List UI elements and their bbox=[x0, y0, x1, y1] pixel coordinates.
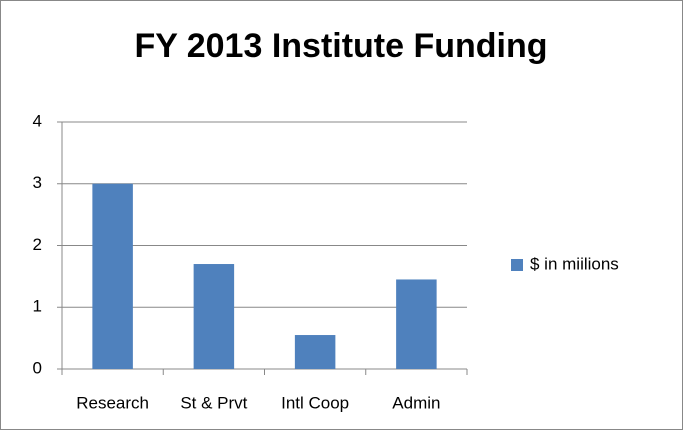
bar bbox=[294, 335, 336, 369]
y-tick-label: 0 bbox=[33, 358, 42, 377]
y-tick-label: 3 bbox=[33, 173, 42, 192]
chart-title: FY 2013 Institute Funding bbox=[134, 27, 547, 65]
y-tick-label: 2 bbox=[33, 235, 42, 254]
x-tick-label: Admin bbox=[392, 393, 440, 412]
bar bbox=[92, 183, 133, 369]
bar bbox=[396, 279, 437, 369]
y-tick-label: 1 bbox=[33, 297, 42, 316]
x-tick-label: Intl Coop bbox=[281, 393, 349, 412]
legend-swatch bbox=[511, 259, 523, 271]
x-tick-label: St & Prvt bbox=[180, 393, 247, 412]
bar bbox=[193, 264, 235, 369]
y-tick-label: 4 bbox=[33, 111, 42, 130]
legend-label: $ in miilions bbox=[530, 254, 619, 273]
x-tick-label: Research bbox=[76, 393, 149, 412]
